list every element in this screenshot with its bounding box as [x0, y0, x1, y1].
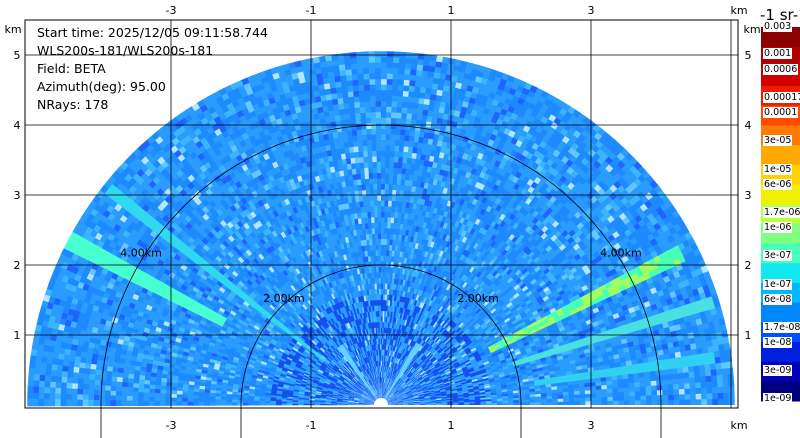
colorbar-title: -1 sr-1 [760, 6, 800, 24]
colorbar-tick-label: 1.7e-06 [763, 207, 800, 218]
colorbar-tick-label: 3e-05 [763, 135, 793, 146]
colorbar-tick-label: 0.001 [763, 48, 793, 59]
x-tick-label-bottom: 3 [588, 419, 595, 432]
y-tick-label-left: 1 [14, 329, 21, 342]
instrument-text: WLS200s-181/WLS200s-181 [37, 43, 214, 58]
field-text: Field: BETA [37, 61, 106, 76]
range-ring-label: 4.00km [600, 246, 642, 259]
y-tick-label-left: 4 [14, 119, 21, 132]
beta-field [27, 51, 735, 408]
colorbar-swatch [761, 263, 800, 284]
nrays-text: NRays: 178 [37, 97, 109, 112]
x-tick-label-top: 1 [448, 4, 455, 17]
colorbar-tick-label: 3e-07 [763, 250, 793, 261]
x-tick-label-top: 3 [588, 4, 595, 17]
y-tick-label-right: 5 [745, 49, 752, 62]
range-ring [240, 264, 522, 438]
colorbar-tick-label: 1e-05 [763, 164, 793, 175]
y-tick-label-left: 3 [14, 189, 21, 202]
range-ring-label: 2.00km [457, 292, 499, 305]
y-tick-label-left: 5 [14, 49, 21, 62]
range-ring-label: 4.00km [120, 246, 162, 259]
origin-hole [374, 398, 388, 408]
colorbar-swatch [761, 302, 800, 323]
range-ring [100, 124, 662, 438]
colorbar-tick-label: 0.0001 [763, 107, 799, 118]
colorbar-tick-label: 0.00017 [763, 92, 800, 103]
x-unit-label-bottom: km [730, 419, 747, 432]
range-rings: 2.00km 4.00km 2.00km 4.00km [100, 124, 662, 438]
scan-info: Start time: 2025/12/05 09:11:58.744 WLS2… [37, 24, 268, 114]
colorbar-tick-label: 1e-07 [763, 279, 793, 290]
plot-frame [24, 19, 739, 409]
colorbar-swatch [761, 145, 800, 166]
x-tick-label-top: -3 [166, 4, 177, 17]
y-tick-label-right: 4 [745, 119, 752, 132]
y-tick-label-right: 2 [745, 259, 752, 272]
colorbar-tick-label: 3e-09 [763, 365, 793, 376]
colorbar-swatch [761, 27, 800, 48]
colorbar-tick-label: 6e-08 [763, 294, 793, 305]
y-tick-label-left: 2 [14, 259, 21, 272]
x-tick-label-bottom: 1 [448, 419, 455, 432]
azimuth-text: Azimuth(deg): 95.00 [37, 79, 166, 94]
colorbar-tick-label: 1e-08 [763, 337, 793, 348]
start-time-text: Start time: 2025/12/05 09:11:58.744 [37, 25, 268, 40]
y-unit-label-left: km [4, 23, 21, 36]
colorbar-tick-label: 1.7e-08 [763, 322, 800, 333]
x-unit-label-top: km [730, 4, 747, 17]
colorbar-tick-label: 1e-09 [763, 393, 793, 404]
axis-ticks: -3 -3 -1 -1 1 1 3 3 1 1 2 2 3 3 4 4 5 5 km km km km [4, 4, 760, 432]
colorbar-tick-label: 6e-06 [763, 179, 793, 190]
colorbar-tick-label: 0.0006 [763, 64, 799, 75]
x-tick-label-bottom: -1 [306, 419, 317, 432]
range-ring-label: 2.00km [263, 292, 305, 305]
x-tick-label-top: -1 [306, 4, 317, 17]
colorbar-tick-label: 0.003 [763, 21, 793, 32]
colorbar-tick-label: 1e-06 [763, 222, 793, 233]
y-tick-label-right: 1 [745, 329, 752, 342]
y-unit-label-right: km [743, 23, 760, 36]
x-tick-label-bottom: -3 [166, 419, 177, 432]
y-tick-label-right: 3 [745, 189, 752, 202]
